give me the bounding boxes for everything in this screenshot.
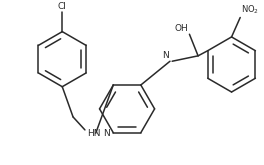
Text: NO$_2$: NO$_2$ [241,4,260,16]
Text: N: N [162,51,169,60]
Text: OH: OH [175,24,188,33]
Text: N: N [103,129,110,138]
Text: HN: HN [87,129,101,138]
Text: Cl: Cl [58,2,67,11]
